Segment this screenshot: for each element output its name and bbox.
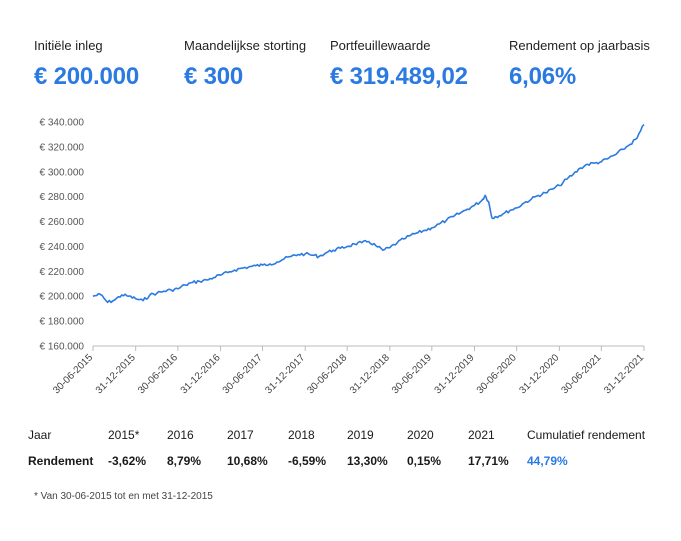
return-cell: 8,79%: [167, 454, 202, 468]
y-tick-label: € 320.000: [40, 142, 85, 153]
stat-value: € 200.000: [34, 63, 139, 90]
year-cell: 2017: [227, 428, 254, 442]
stat-label: Rendement op jaarbasis: [509, 38, 650, 53]
y-tick-label: € 280.000: [40, 192, 85, 203]
year-cell: 2015*: [108, 428, 140, 442]
return-cell: -3,62%: [108, 454, 147, 468]
y-tick-label: € 260.000: [40, 217, 85, 228]
x-tick-label: 30-06-2020: [475, 352, 519, 396]
y-tick-label: € 220.000: [40, 267, 85, 278]
stat-initial-deposit: Initiële inleg € 200.000: [34, 38, 139, 91]
x-tick-label: 30-06-2021: [560, 352, 604, 396]
x-tick-label: 30-06-2015: [51, 352, 95, 396]
stat-portfolio-value: Portfeuillewaarde € 319.489,02: [330, 38, 468, 91]
x-tick-label: 31-12-2017: [263, 352, 307, 396]
returns-row-label: Rendement: [28, 454, 94, 468]
y-tick-label: € 240.000: [40, 242, 85, 253]
stat-value: 6,06%: [509, 63, 577, 90]
cumulative-value: 44,79%: [527, 454, 568, 468]
year-cell: 2018: [288, 428, 315, 442]
stat-label: Portfeuillewaarde: [330, 38, 431, 53]
return-cell: 0,15%: [407, 454, 442, 468]
x-tick-label: 30-06-2018: [305, 352, 349, 396]
stat-label: Maandelijkse storting: [184, 38, 307, 53]
portfolio-line-chart: € 160.000 € 180.000 € 200.000 € 220.000 € 24…: [40, 118, 647, 397]
stat-value: € 300: [184, 63, 244, 90]
year-cell: 2019: [347, 428, 374, 442]
x-tick-label: 30-06-2019: [390, 352, 434, 396]
x-tick-label: 31-12-2019: [433, 352, 477, 396]
x-tick-label: 31-12-2021: [602, 352, 646, 396]
footnote: * Van 30-06-2015 tot en met 31-12-2015: [34, 491, 213, 502]
cumulative-label: Cumulatief rendement: [527, 428, 646, 442]
x-tick-label: 31-12-2016: [179, 352, 223, 396]
stat-value: € 319.489,02: [330, 63, 468, 90]
returns-header-label: Jaar: [28, 428, 52, 442]
return-cell: -6,59%: [288, 454, 327, 468]
returns-value-row: Rendement -3,62% 8,79% 10,68% -6,59% 13,…: [28, 448, 645, 474]
x-tick-label: 30-06-2017: [221, 352, 265, 396]
y-tick-label: € 340.000: [40, 118, 85, 129]
stat-monthly-deposit: Maandelijkse storting € 300: [184, 38, 306, 91]
y-tick-label: € 200.000: [40, 292, 85, 303]
year-cell: 2016: [167, 428, 194, 442]
year-cell: 2021: [468, 428, 495, 442]
return-cell: 10,68%: [227, 454, 268, 468]
x-tick-label: 31-12-2020: [518, 352, 562, 396]
stat-annual-return: Rendement op jaarbasis 6,06%: [509, 38, 650, 91]
y-tick-label: € 160.000: [40, 342, 85, 353]
stat-label: Initiële inleg: [34, 38, 103, 53]
x-tick-label: 31-12-2018: [348, 352, 392, 396]
x-tick-label: 31-12-2015: [94, 352, 138, 396]
y-tick-label: € 180.000: [40, 317, 85, 328]
returns-table: Jaar 2015* 2016 2017 2018 2019 2020 2021…: [28, 422, 645, 474]
returns-header-row: Jaar 2015* 2016 2017 2018 2019 2020 2021…: [28, 422, 645, 448]
series-line-portfolio: [92, 123, 645, 304]
year-cell: 2020: [407, 428, 434, 442]
x-tick-label: 30-06-2016: [136, 352, 180, 396]
return-cell: 13,30%: [347, 454, 388, 468]
y-tick-label: € 300.000: [40, 167, 85, 178]
return-cell: 17,71%: [468, 454, 509, 468]
